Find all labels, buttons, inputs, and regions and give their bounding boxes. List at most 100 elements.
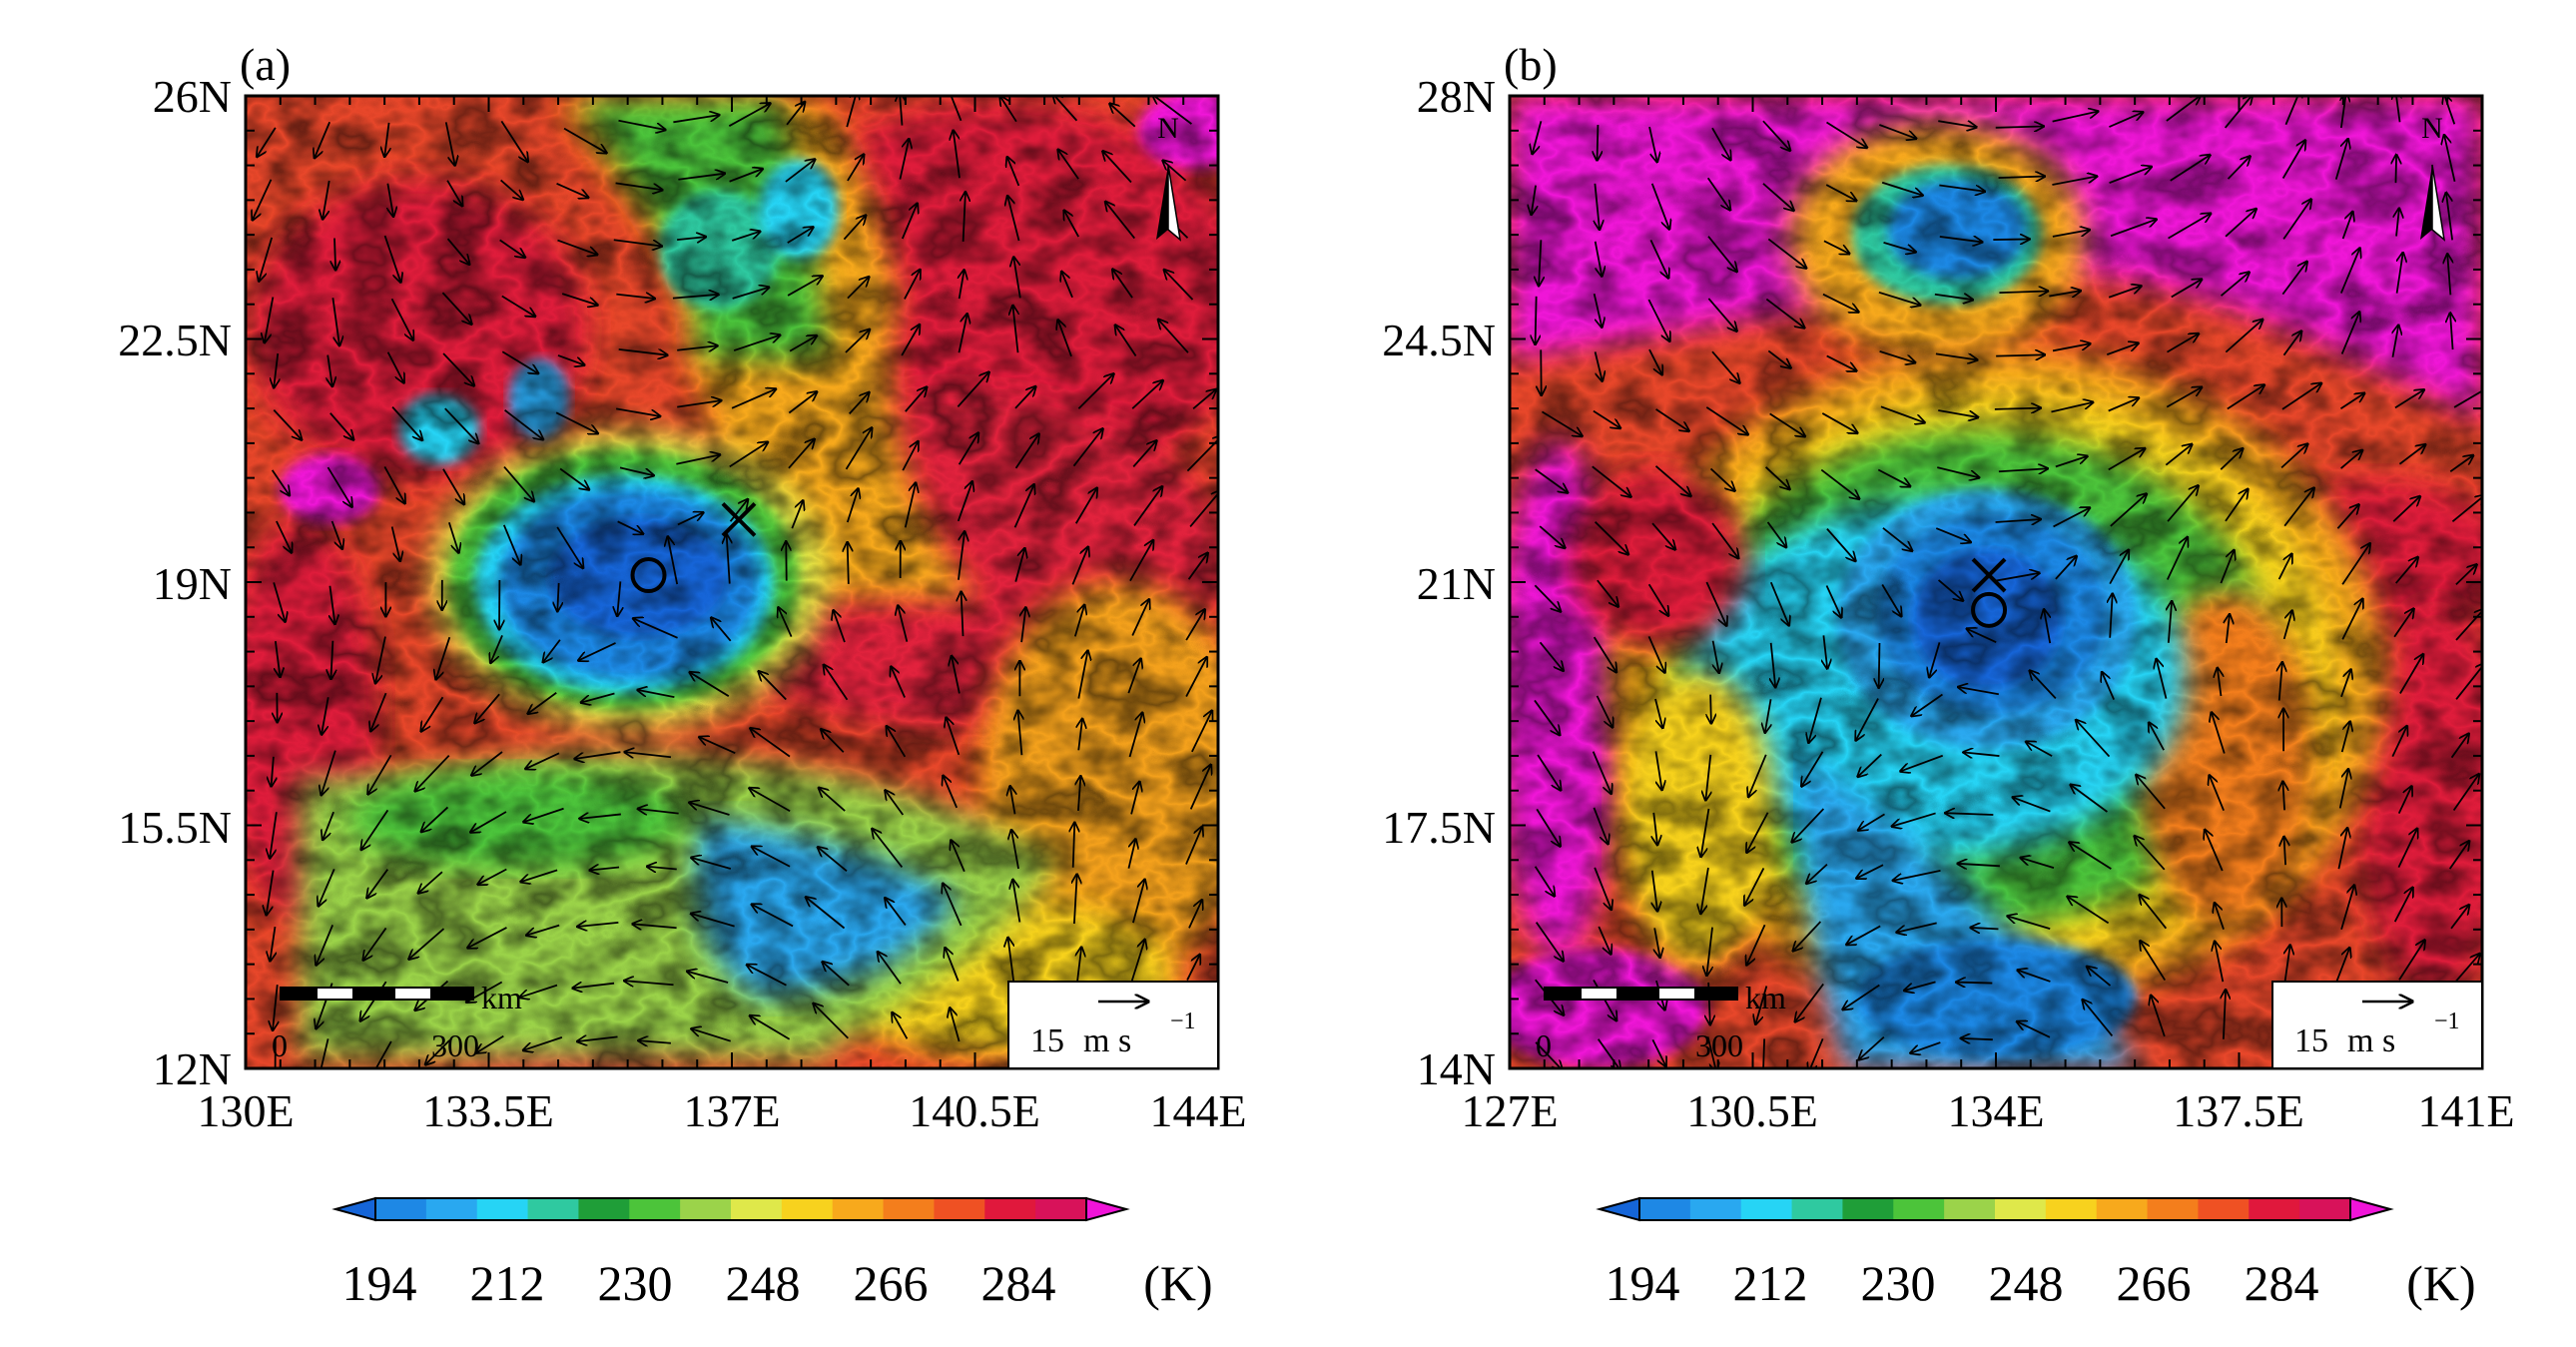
wind-vector: [418, 871, 443, 893]
wind-vector: [1856, 698, 1879, 741]
wind-vector: [1071, 547, 1088, 585]
wind-vector: [387, 183, 393, 217]
panel-b-scale-bar: km 0 300: [1536, 980, 1786, 1063]
wind-vector: [500, 179, 523, 199]
colorbar-swatch: [1639, 1198, 1691, 1220]
wind-vector: [1939, 184, 1985, 192]
wind-vector: [1058, 150, 1079, 180]
wind-vector: [2341, 543, 2370, 585]
panel-b-scale-unit: km: [1745, 980, 1786, 1015]
wind-vector: [1078, 776, 1080, 811]
wind-vector: [1710, 694, 1711, 724]
wind-vector: [2227, 384, 2264, 410]
colorbar-swatch: [629, 1198, 681, 1220]
wind-vector: [759, 671, 787, 701]
wind-vector: [1541, 410, 1582, 435]
wind-vector: [467, 927, 507, 948]
wind-vector: [848, 542, 849, 584]
wind-vector: [2109, 550, 2129, 585]
wind-vector: [1755, 986, 1768, 1023]
colorbar-swatch: [2096, 1198, 2149, 1220]
wind-vector: [330, 520, 342, 549]
wind-vector: [1767, 349, 1790, 367]
wind-vector: [1858, 813, 1885, 830]
wind-vector: [887, 726, 907, 758]
colorbar-swatch: [425, 1198, 478, 1220]
wind-vector: [747, 965, 787, 987]
wind-vector: [1189, 765, 1211, 810]
panel-a-lat-label: 15.5N: [118, 802, 232, 853]
colorbar-swatch: [883, 1198, 935, 1220]
colorbar-swatch: [2045, 1198, 2098, 1220]
wind-vector: [2340, 885, 2354, 930]
wind-vector: [847, 277, 869, 300]
colorbar-swatch: [2147, 1198, 2199, 1220]
wind-vector: [1654, 928, 1659, 958]
panel-b-lat-label: 24.5N: [1382, 315, 1496, 365]
wind-vector: [749, 788, 791, 813]
wind-vector: [2220, 550, 2234, 584]
wind-vector: [1021, 607, 1025, 643]
wind-vector: [2169, 601, 2172, 643]
wind-vector: [270, 812, 278, 858]
wind-vector: [1826, 354, 1857, 370]
wind-vector: [943, 884, 963, 927]
wind-vector: [2109, 112, 2143, 128]
colorbar-swatch: [578, 1198, 630, 1220]
wind-vector: [872, 829, 904, 869]
wind-vector: [900, 96, 903, 126]
wind-vector: [1707, 236, 1737, 272]
wind-vector: [1595, 521, 1628, 555]
wind-vector: [561, 293, 597, 305]
panel-a-scale-unit: km: [481, 980, 522, 1015]
wind-vector: [1192, 389, 1216, 409]
colorbar-max-triangle: [1085, 1196, 1130, 1222]
wind-vector: [677, 345, 717, 349]
wind-vector: [390, 526, 400, 561]
wind-vector: [1072, 428, 1103, 467]
wind-vector: [1882, 527, 1912, 551]
panel-b-markers: [1971, 557, 2008, 628]
wind-vector: [1597, 1038, 1620, 1068]
wind-vector: [1007, 196, 1020, 242]
wind-vector: [474, 693, 500, 723]
wind-vector: [1534, 584, 1561, 611]
colorbar-swatch: [1791, 1198, 1843, 1220]
wind-vector: [1594, 867, 1611, 910]
colorbar-swatch: [1740, 1198, 1793, 1220]
wind-vector: [331, 298, 339, 345]
wind-vector: [1007, 157, 1020, 187]
colorbar-a-tick-label: 248: [726, 1255, 801, 1311]
wind-vector: [1766, 521, 1787, 547]
wind-vector: [2052, 176, 2097, 186]
wind-vector: [2227, 156, 2251, 180]
wind-vector: [1904, 981, 1936, 991]
wind-vector: [523, 1036, 563, 1050]
wind-vector: [265, 297, 275, 342]
wind-vector: [273, 409, 302, 440]
wind-vector: [1539, 240, 1541, 286]
wind-vector: [1823, 240, 1849, 254]
wind-vector: [1993, 239, 2029, 240]
wind-vector: [383, 466, 404, 503]
wind-vector: [2395, 96, 2399, 123]
wind-vector: [637, 690, 675, 698]
wind-vector: [2224, 990, 2226, 1039]
wind-vector: [1648, 348, 1662, 374]
wind-vector: [1127, 839, 1135, 869]
wind-vector: [687, 972, 729, 984]
wind-vector: [2397, 786, 2412, 814]
panel-a-markers: [630, 501, 757, 594]
wind-vector: [447, 521, 459, 552]
wind-vector: [615, 182, 663, 190]
wind-vector: [957, 481, 972, 522]
colorbar-b: [1596, 1196, 2394, 1222]
wind-vector: [2225, 209, 2256, 238]
wind-vector: [2444, 135, 2456, 182]
wind-vector: [1653, 812, 1657, 845]
colorbar-swatch: [2198, 1198, 2250, 1220]
wind-vector: [1061, 272, 1073, 299]
wind-vector: [2334, 139, 2348, 180]
wind-vector: [1765, 699, 1771, 733]
wind-vector: [528, 692, 557, 714]
